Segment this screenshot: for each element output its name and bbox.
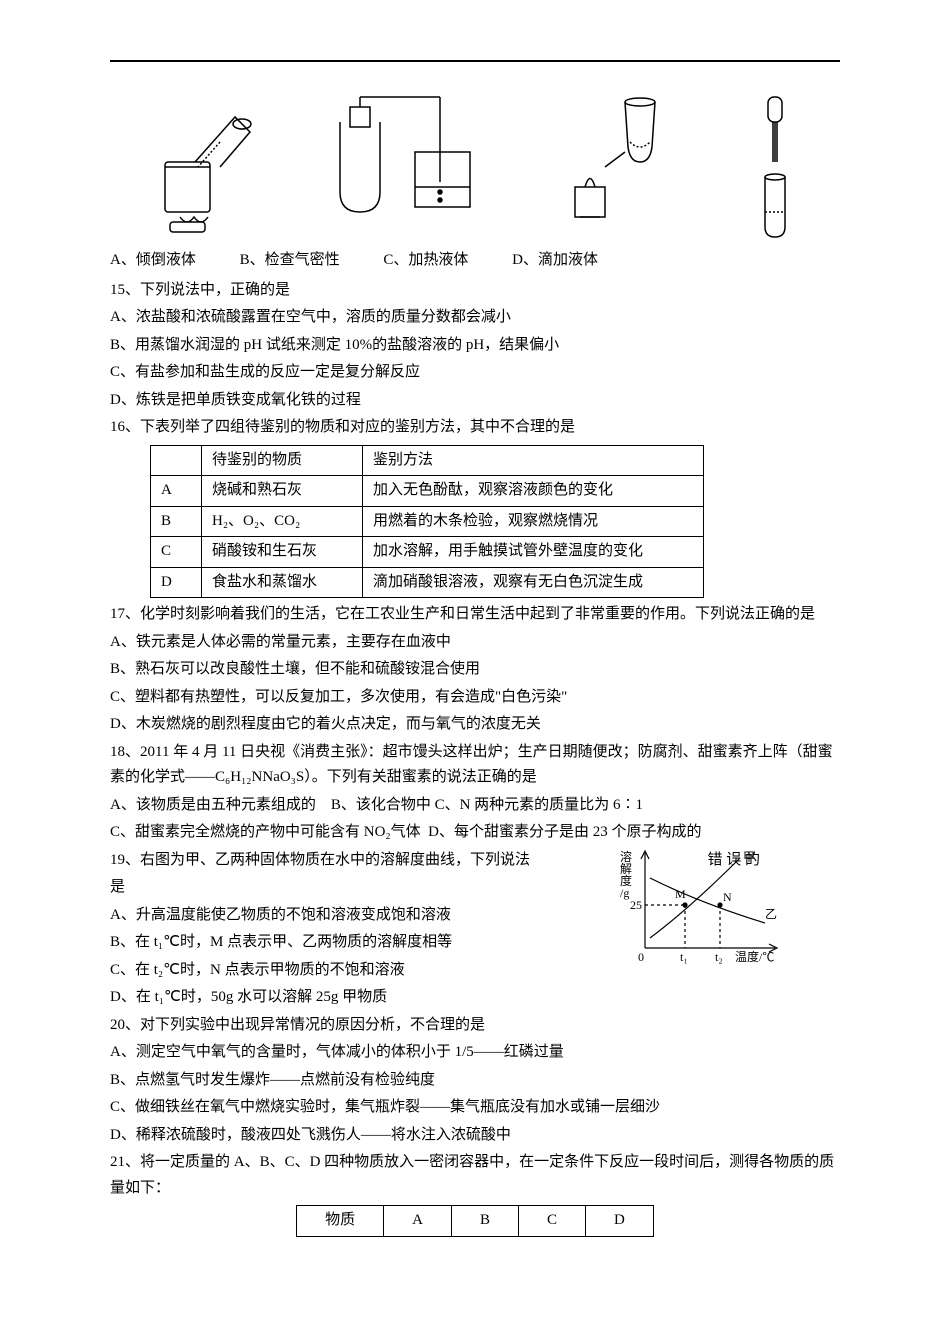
solubility-graph-icon: 溶解度/g 25 M N 甲 乙 0 t₁ t₂ 温度/℃ — [620, 843, 790, 973]
q17-d: D、木炭燃烧的剧烈程度由它的着火点决定，而与氧气的浓度无关 — [110, 712, 840, 738]
apparatus-d — [740, 92, 810, 242]
q16-h1: 待鉴别的物质 — [202, 445, 363, 476]
q16-table: 待鉴别的物质 鉴别方法 A 烧碱和熟石灰 加入无色酚酞，观察溶液颜色的变化 B … — [150, 445, 704, 599]
q21-stem: 21、将一定质量的 A、B、C、D 四种物质放入一密闭容器中，在一定条件下反应一… — [110, 1150, 840, 1201]
q19-block: 19、右图为甲、乙两种固体物质在水中的溶解度曲线，下列说法 错 误 的 是 A、… — [110, 848, 840, 1011]
cell: 烧碱和熟石灰 — [202, 476, 363, 507]
curve-jia: 甲 — [743, 850, 755, 864]
q19-stem-left: 19、右图为甲、乙两种固体物质在水中的溶解度曲线，下列说法 — [110, 852, 530, 868]
x-axis-label: 温度/℃ — [735, 949, 774, 964]
q20-d: D、稀释浓硫酸时，酸液四处飞溅伤人——将水注入浓硫酸中 — [110, 1123, 840, 1149]
q18-c: C、甜蜜素完全燃烧的产物中可能含有 NO₂气体 — [110, 824, 421, 840]
image-labels-row: A、倾倒液体 B、检查气密性 C、加热液体 D、滴加液体 — [110, 248, 840, 274]
cell: 滴加硝酸银溶液，观察有无白色沉淀生成 — [363, 567, 704, 598]
cell: A — [151, 476, 202, 507]
q20-a: A、测定空气中氧气的含量时，气体减小的体积小于 1/5——红磷过量 — [110, 1040, 840, 1066]
table-row: A 烧碱和熟石灰 加入无色酚酞，观察溶液颜色的变化 — [151, 476, 704, 507]
table-row: 待鉴别的物质 鉴别方法 — [151, 445, 704, 476]
label-d: D、滴加液体 — [512, 248, 598, 274]
label-a: A、倾倒液体 — [110, 248, 196, 274]
y-axis-label: 溶解度/g — [620, 849, 632, 900]
apparatus-a — [140, 92, 260, 242]
cell: C — [519, 1206, 586, 1237]
origin-label: 0 — [638, 950, 644, 964]
q20-c: C、做细铁丝在氧气中燃烧实验时，集气瓶炸裂——集气瓶底没有加水或铺一层细沙 — [110, 1095, 840, 1121]
cell: B — [151, 506, 202, 537]
cell: 硝酸铵和生石灰 — [202, 537, 363, 568]
cell: A — [384, 1206, 452, 1237]
cell: 用燃着的木条检验，观察燃烧情况 — [363, 506, 704, 537]
x-tick-t2: t₂ — [715, 950, 723, 964]
apparatus-c — [550, 92, 680, 242]
q15-d: D、炼铁是把单质铁变成氧化铁的过程 — [110, 388, 840, 414]
q15-b: B、用蒸馏水润湿的 pH 试纸来测定 10%的盐酸溶液的 pH，结果偏小 — [110, 333, 840, 359]
cell: 物质 — [297, 1206, 384, 1237]
q15-a: A、浓盐酸和浓硫酸露置在空气中，溶质的质量分数都会减小 — [110, 305, 840, 331]
point-n: N — [723, 890, 732, 904]
q17-c: C、塑料都有热塑性，可以反复加工，多次使用，有会造成"白色污染" — [110, 685, 840, 711]
q18-a: A、该物质是由五种元素组成的 — [110, 797, 316, 813]
cell: 加入无色酚酞，观察溶液颜色的变化 — [363, 476, 704, 507]
table-row: C 硝酸铵和生石灰 加水溶解，用手触摸试管外壁温度的变化 — [151, 537, 704, 568]
q21-table: 物质 A B C D — [296, 1205, 654, 1237]
page: A、倾倒液体 B、检查气密性 C、加热液体 D、滴加液体 15、下列说法中，正确… — [0, 0, 950, 1277]
apparatus-b — [320, 92, 490, 242]
heat-liquid-icon — [550, 92, 680, 242]
q17-stem: 17、化学时刻影响着我们的生活，它在工农业生产和日常生活中起到了非常重要的作用。… — [110, 602, 840, 628]
table-row: B H₂、O₂、CO₂ 用燃着的木条检验，观察燃烧情况 — [151, 506, 704, 537]
q17-b: B、熟石灰可以改良酸性土壤，但不能和硫酸铵混合使用 — [110, 657, 840, 683]
q20-stem: 20、对下列实验中出现异常情况的原因分析，不合理的是 — [110, 1013, 840, 1039]
cell: H₂、O₂、CO₂ — [202, 506, 363, 537]
table-row: 物质 A B C D — [297, 1206, 654, 1237]
q20-b: B、点燃氢气时发生爆炸——点燃前没有检验纯度 — [110, 1068, 840, 1094]
apparatus-images-row — [110, 82, 840, 242]
cell: 食盐水和蒸馏水 — [202, 567, 363, 598]
y-tick-25: 25 — [630, 898, 642, 912]
curve-yi: 乙 — [765, 907, 777, 921]
cell: B — [451, 1206, 518, 1237]
airtight-check-icon — [320, 92, 490, 242]
q18-stem: 18、2011 年 4 月 11 日央视《消费主张》：超市馒头这样出炉；生产日期… — [110, 740, 840, 791]
q15-stem: 15、下列说法中，正确的是 — [110, 278, 840, 304]
q17-a: A、铁元素是人体必需的常量元素，主要存在血液中 — [110, 630, 840, 656]
x-tick-t1: t₁ — [680, 950, 688, 964]
q16-stem: 16、下表列举了四组待鉴别的物质和对应的鉴别方法，其中不合理的是 — [110, 415, 840, 441]
q16-h0 — [151, 445, 202, 476]
cell: C — [151, 537, 202, 568]
cell: 加水溶解，用手触摸试管外壁温度的变化 — [363, 537, 704, 568]
q15-c: C、有盐参加和盐生成的反应一定是复分解反应 — [110, 360, 840, 386]
q16-h2: 鉴别方法 — [363, 445, 704, 476]
q18-b: B、该化合物中 C、N 两种元素的质量比为 6∶1 — [331, 797, 643, 813]
point-m: M — [675, 887, 686, 901]
label-b: B、检查气密性 — [240, 248, 340, 274]
cell: D — [586, 1206, 654, 1237]
q18-d: D、每个甜蜜素分子是由 23 个原子构成的 — [428, 824, 701, 840]
label-c: C、加热液体 — [383, 248, 468, 274]
table-row: D 食盐水和蒸馏水 滴加硝酸银溶液，观察有无白色沉淀生成 — [151, 567, 704, 598]
drop-liquid-icon — [740, 92, 810, 242]
cell: D — [151, 567, 202, 598]
pour-liquid-icon — [140, 92, 260, 242]
q18-ab: A、该物质是由五种元素组成的 B、该化合物中 C、N 两种元素的质量比为 6∶1 — [110, 793, 840, 819]
top-rule — [110, 60, 840, 62]
q19-d: D、在 t₁℃时，50g 水可以溶解 25g 甲物质 — [110, 985, 840, 1011]
